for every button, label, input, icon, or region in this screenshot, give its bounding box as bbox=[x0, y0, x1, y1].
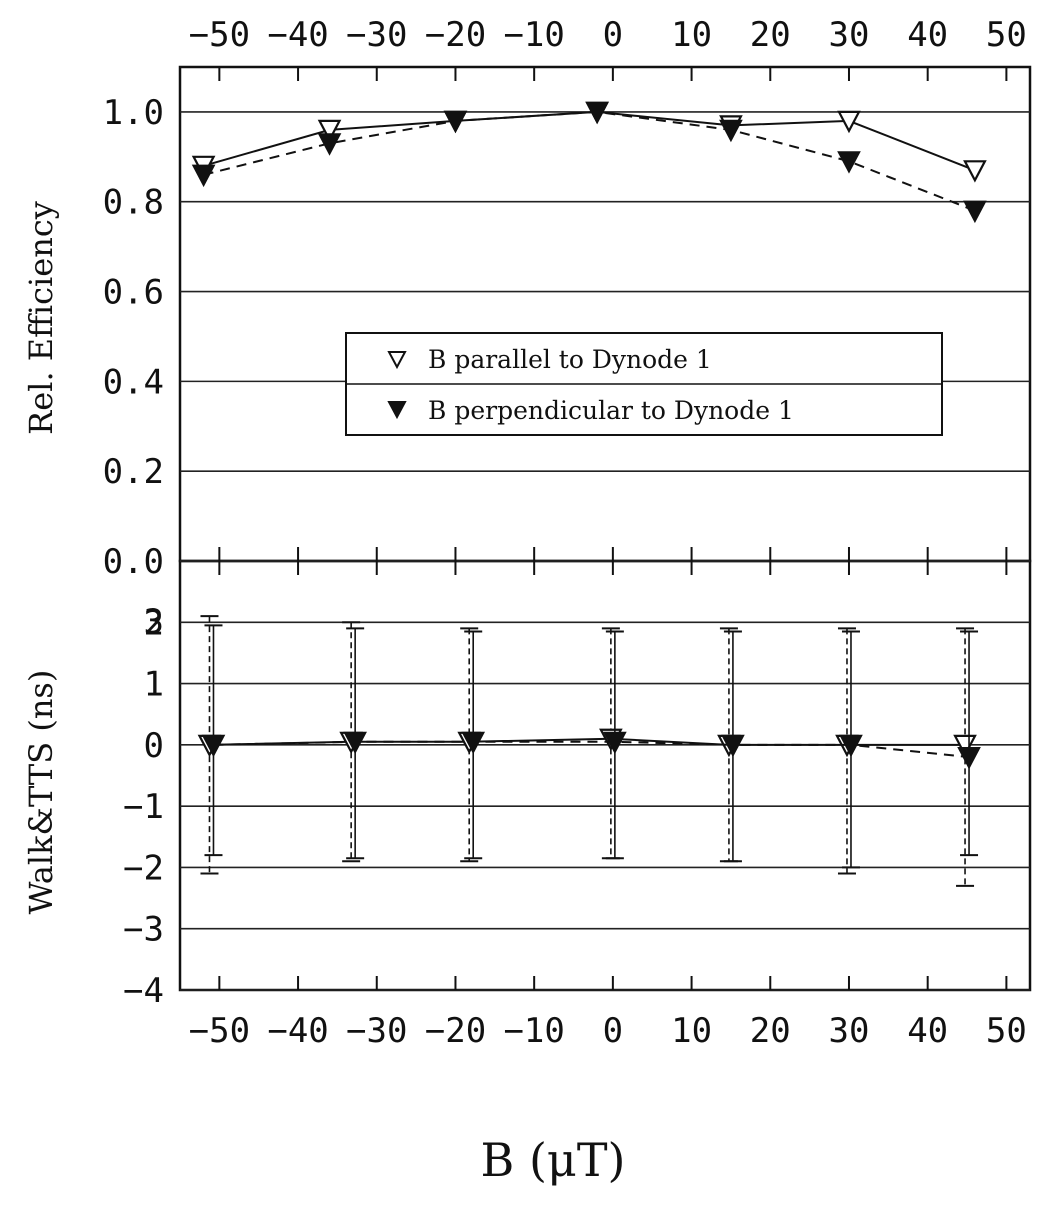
perpendicular-data-point bbox=[191, 164, 216, 188]
top-x-tick-label: −50 bbox=[189, 15, 250, 55]
perpendicular-data-point bbox=[317, 133, 342, 156]
legend-open-triangle-icon bbox=[387, 351, 407, 370]
bottom-y-tick-label: 3 bbox=[144, 602, 164, 642]
top-y-tick-label: 0.8 bbox=[103, 183, 164, 223]
top-y-tick-label: 0.4 bbox=[103, 362, 164, 402]
parallel-data-point bbox=[953, 734, 977, 758]
perpendicular-data-point bbox=[719, 119, 743, 143]
top-x-tick-label: 20 bbox=[750, 15, 791, 55]
bottom-x-tick-label: 30 bbox=[829, 1011, 870, 1051]
top-x-tick-label: 0 bbox=[603, 15, 623, 55]
top-x-tick-label: −40 bbox=[267, 15, 328, 55]
bottom-x-tick-label: 10 bbox=[671, 1011, 712, 1051]
legend-label-parallel: B parallel to Dynode 1 bbox=[428, 345, 712, 374]
perpendicular-data-point bbox=[721, 734, 745, 758]
perpendicular-data-point bbox=[585, 101, 609, 125]
bottom-y-tick-label: −2 bbox=[123, 848, 164, 888]
perpendicular-data-point bbox=[443, 110, 468, 134]
bottom-x-tick-label: −20 bbox=[425, 1011, 486, 1051]
perpendicular-data-point bbox=[201, 734, 226, 758]
bottom-x-tick-label: −30 bbox=[346, 1011, 407, 1051]
top-x-tick-label: 50 bbox=[986, 15, 1027, 55]
legend: B parallel to Dynode 1 B perpendicular t… bbox=[345, 332, 943, 436]
top-y-tick-label: 0.6 bbox=[103, 273, 164, 313]
top-y-tick-label: 0.0 bbox=[103, 542, 164, 582]
perpendicular-data-point bbox=[963, 200, 987, 224]
bottom-x-tick-label: 40 bbox=[907, 1011, 948, 1051]
perpendicular-data-point bbox=[837, 151, 861, 174]
perpendicular-data-point bbox=[461, 731, 486, 755]
bottom-plot-series bbox=[197, 615, 981, 887]
top-y-axis-title: Rel. Efficiency bbox=[22, 201, 60, 435]
top-x-tick-label: 10 bbox=[671, 15, 712, 55]
bottom-x-tick-label: −40 bbox=[267, 1011, 328, 1051]
parallel-data-point bbox=[963, 160, 987, 183]
perpendicular-data-point bbox=[603, 731, 627, 755]
tick-marks bbox=[218, 67, 1008, 990]
bottom-y-tick-label: 0 bbox=[144, 726, 164, 766]
top-x-tick-label: −10 bbox=[503, 15, 564, 55]
bottom-plot-frame bbox=[178, 559, 1032, 992]
bottom-x-tick-label: 0 bbox=[603, 1011, 623, 1051]
tick-labels: −50 −40 −30 −20 −10 0 10 20 30 40 50−50 −40 −30 −20 −1… bbox=[103, 15, 1027, 1051]
top-y-tick-label: 1.0 bbox=[103, 93, 164, 133]
bottom-x-tick-label: −50 bbox=[189, 1011, 250, 1051]
bottom-x-tick-label: 50 bbox=[986, 1011, 1027, 1051]
top-plot-series bbox=[191, 101, 987, 224]
top-x-tick-label: −20 bbox=[425, 15, 486, 55]
perpendicular-series-line bbox=[203, 110, 976, 212]
bottom-y-tick-label: −3 bbox=[123, 910, 164, 950]
bottom-y-tick-label: −4 bbox=[123, 971, 164, 1011]
top-y-tick-label: 0.2 bbox=[103, 452, 164, 492]
bottom-y-tick-label: 2 bbox=[144, 603, 164, 643]
parallel-data-point bbox=[317, 119, 342, 143]
legend-filled-triangle-icon bbox=[387, 401, 407, 420]
perpendicular-data-point bbox=[343, 731, 367, 755]
legend-label-perpendicular: B perpendicular to Dynode 1 bbox=[428, 396, 794, 425]
parallel-data-point bbox=[837, 110, 861, 134]
top-x-tick-label: −30 bbox=[346, 15, 407, 55]
x-axis-title: B (μT) bbox=[481, 1133, 626, 1187]
bottom-plot-grid bbox=[180, 560, 1030, 991]
perpendicular-data-point bbox=[957, 747, 981, 770]
bottom-y-tick-label: 1 bbox=[144, 665, 164, 705]
bottom-y-axis-title: Walk&TTS (ns) bbox=[22, 670, 60, 915]
bottom-y-tick-label: −1 bbox=[123, 787, 164, 827]
perpendicular-data-point bbox=[839, 734, 863, 758]
top-x-tick-label: 30 bbox=[829, 15, 870, 55]
top-x-tick-label: 40 bbox=[907, 15, 948, 55]
bottom-x-tick-label: 20 bbox=[750, 1011, 791, 1051]
bottom-x-tick-label: −10 bbox=[503, 1011, 564, 1051]
